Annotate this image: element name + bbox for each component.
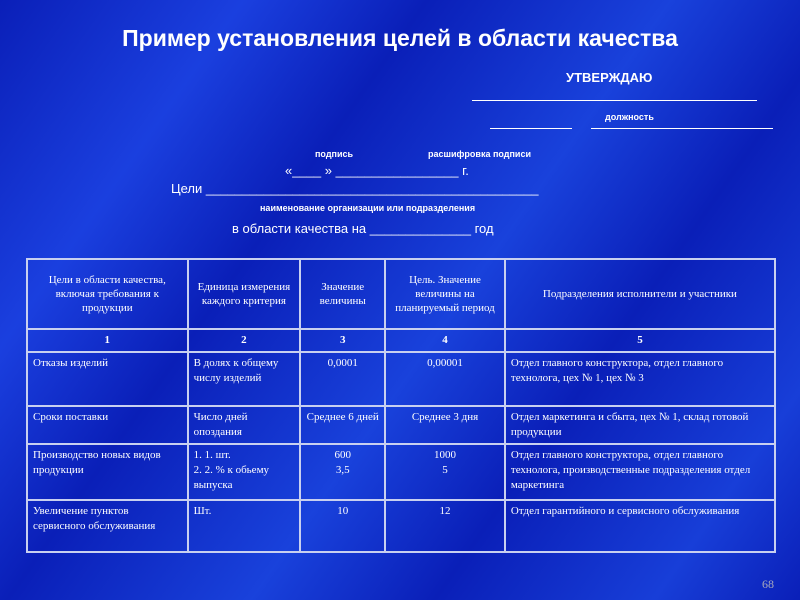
- table-cell: 10: [299, 499, 387, 553]
- table-cell: Отдел гарантийного и сервисного обслужив…: [503, 499, 777, 553]
- table-row: Производство новых видов продукции 1. 1.…: [26, 443, 777, 501]
- header-cell: Подразделения исполнители и участники: [503, 258, 777, 330]
- table-cell: Производство новых видов продукции: [26, 443, 189, 501]
- table-cell: 12: [384, 499, 506, 553]
- approve-label: УТВЕРЖДАЮ: [566, 70, 653, 85]
- table-cell: 0,00001: [384, 351, 506, 407]
- header-cell: Значение величины: [299, 258, 387, 330]
- column-number: 3: [299, 328, 387, 353]
- table-cell: В долях к общему числу изделий: [186, 351, 302, 407]
- table-cell: 0,0001: [299, 351, 387, 407]
- table-cell: Увеличение пунктов сервисного обслуживан…: [26, 499, 189, 553]
- cell-line: 1000: [434, 449, 456, 461]
- cell-line: 3,5: [335, 464, 350, 476]
- column-number: 4: [384, 328, 506, 353]
- cell-line: 600: [334, 449, 351, 461]
- header-cell: Единица измерения каждого критерия: [186, 258, 302, 330]
- year-line: в области качества на ______________ год: [232, 221, 494, 236]
- table-cell: Среднее 6 дней: [299, 405, 387, 445]
- header-cell: Цели в области качества, включая требова…: [26, 258, 189, 330]
- table-cell: Число дней опоздания: [186, 405, 302, 445]
- slide-title: Пример установления целей в области каче…: [122, 25, 678, 51]
- table-cell: Сроки поставки: [26, 405, 189, 445]
- table-cell: Шт.: [186, 499, 302, 553]
- table-cell: 1000 5: [384, 443, 506, 501]
- table-cell: Отдел маркетинга и сбыта, цех № 1, склад…: [503, 405, 777, 445]
- table-row: Отказы изделий В долях к общему числу из…: [26, 351, 777, 407]
- table-cell: Отказы изделий: [26, 351, 189, 407]
- signature-line: [490, 128, 572, 129]
- cell-line: 2. 2. % к обьему выпуска: [193, 464, 270, 491]
- page-number: 68: [762, 577, 774, 591]
- column-number: 1: [26, 328, 189, 353]
- table-header-row: Цели в области качества, включая требова…: [26, 258, 777, 330]
- signature-label: подпись: [315, 149, 354, 159]
- goals-line: Цели ___________________________________…: [171, 181, 539, 196]
- column-number-row: 1 2 3 4 5: [26, 328, 777, 353]
- column-number: 2: [186, 328, 302, 353]
- column-number: 5: [503, 328, 777, 353]
- table-cell: 600 3,5: [299, 443, 387, 501]
- position-label: должность: [605, 112, 654, 122]
- table-row: Сроки поставки Число дней опоздания Сред…: [26, 405, 777, 445]
- date-line: «____ » _________________ г.: [285, 163, 469, 178]
- cell-line: 1. 1. шт.: [193, 449, 231, 461]
- signature-decode-line: [591, 128, 773, 129]
- quality-goals-table: Цели в области качества, включая требова…: [26, 258, 777, 553]
- cell-line: 5: [442, 464, 448, 476]
- table-cell: 1. 1. шт. 2. 2. % к обьему выпуска: [186, 443, 302, 501]
- header-cell: Цель. Значение величины на планируемый п…: [384, 258, 506, 330]
- org-label: наименование организации или подразделен…: [260, 203, 476, 213]
- table-cell: Среднее 3 дня: [384, 405, 506, 445]
- table-cell: Отдел главного конструктора, отдел главн…: [503, 443, 777, 501]
- position-line: [472, 100, 757, 101]
- table-cell: Отдел главного конструктора, отдел главн…: [503, 351, 777, 407]
- table-row: Увеличение пунктов сервисного обслуживан…: [26, 499, 777, 553]
- signature-decode-label: расшифровка подписи: [428, 149, 531, 159]
